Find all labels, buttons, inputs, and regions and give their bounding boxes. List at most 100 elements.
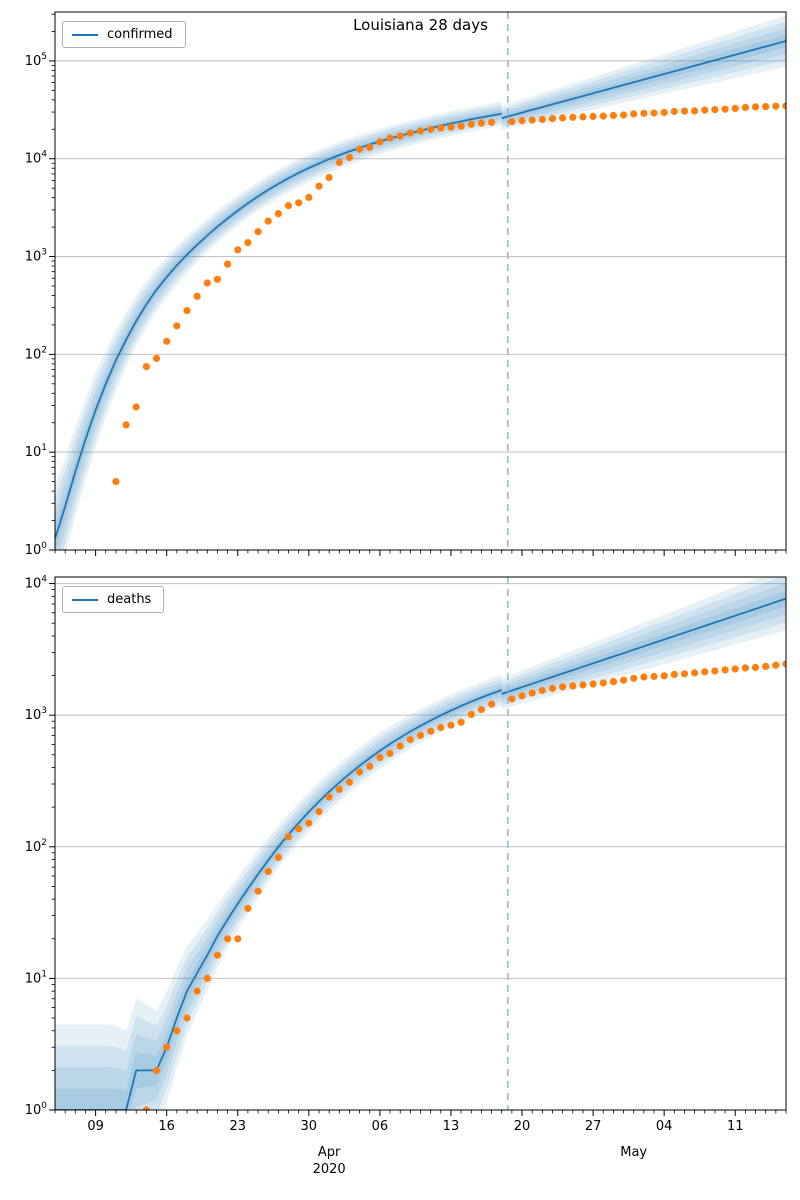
- observed-point: [782, 660, 786, 668]
- observed-point: [477, 706, 485, 714]
- observed-point: [660, 672, 668, 680]
- observed-point: [508, 118, 516, 126]
- x-tick-label: 16: [158, 1119, 175, 1134]
- observed-point: [325, 793, 333, 801]
- legend-confirmed: confirmed: [62, 21, 186, 48]
- observed-point: [538, 115, 546, 123]
- observed-point: [691, 669, 699, 677]
- observed-point: [772, 661, 780, 669]
- observed-point: [741, 664, 750, 672]
- y-tick-label: 100: [25, 1101, 48, 1118]
- observed-point: [701, 668, 709, 676]
- observed-point: [396, 742, 404, 750]
- observed-point: [538, 686, 546, 695]
- observed-point: [518, 692, 526, 700]
- observed-point: [163, 1043, 171, 1051]
- observed-point: [650, 109, 658, 117]
- observed-point: [234, 935, 242, 943]
- observed-point: [772, 102, 780, 110]
- x-tick-label: 13: [443, 1119, 460, 1134]
- observed-point: [650, 672, 658, 681]
- observed-point: [447, 721, 455, 729]
- y-tick-label: 104: [25, 575, 48, 592]
- observed-point: [213, 951, 221, 959]
- confidence-band-forecast: [501, 590, 786, 698]
- observed-point: [741, 103, 750, 111]
- x-tick-label: 09: [87, 1119, 104, 1134]
- observed-point: [386, 749, 394, 758]
- confidence-band-forecast: [501, 577, 786, 706]
- observed-point: [569, 682, 577, 690]
- confidence-band-fit: [55, 101, 502, 550]
- observed-point: [589, 680, 597, 688]
- observed-point: [264, 867, 272, 876]
- observed-point: [680, 107, 689, 115]
- observed-point: [721, 105, 729, 113]
- confidence-band-forecast: [501, 15, 786, 131]
- observed-point: [518, 117, 526, 125]
- observed-point: [366, 762, 374, 770]
- observed-point: [335, 785, 343, 794]
- observed-point: [183, 1014, 191, 1022]
- observed-point: [406, 736, 414, 744]
- observed-point: [315, 808, 323, 816]
- observed-point: [335, 158, 343, 167]
- observed-point: [660, 108, 668, 117]
- observed-point: [569, 113, 577, 121]
- observed-point: [224, 260, 232, 268]
- observed-point: [356, 145, 364, 153]
- x-tick-label: 27: [585, 1119, 602, 1134]
- observed-point: [488, 700, 496, 708]
- observed-point: [670, 107, 678, 116]
- observed-point: [112, 478, 120, 486]
- observed-point: [305, 193, 313, 201]
- observed-point: [782, 102, 786, 110]
- observed-point: [254, 887, 262, 895]
- y-tick-label: 104: [25, 150, 48, 167]
- x-tick-label: 11: [727, 1119, 744, 1134]
- observed-point: [731, 104, 739, 112]
- observed-point: [274, 853, 282, 862]
- observed-point: [477, 119, 485, 127]
- observed-point: [213, 275, 221, 283]
- observed-point: [508, 695, 516, 703]
- observed-point: [284, 202, 293, 210]
- observed-point: [163, 337, 171, 345]
- observed-point: [640, 673, 648, 681]
- observed-point: [274, 210, 282, 218]
- line-swatch: [72, 33, 98, 36]
- confidence-band-fit: [55, 674, 502, 1110]
- confidence-band-fit: [55, 682, 502, 1110]
- x-tick-label: 23: [229, 1119, 246, 1134]
- observed-point: [559, 683, 567, 691]
- observed-point: [234, 246, 242, 254]
- observed-point: [559, 114, 567, 122]
- observed-point: [345, 778, 353, 786]
- observed-point: [366, 143, 374, 152]
- observed-point: [183, 307, 191, 315]
- observed-point: [386, 134, 394, 142]
- observed-point: [609, 678, 618, 686]
- observed-point: [711, 667, 719, 675]
- observed-point: [579, 113, 587, 121]
- line-swatch: [72, 598, 98, 601]
- observed-point: [548, 115, 557, 123]
- observed-point: [295, 199, 303, 207]
- observed-point: [284, 833, 293, 841]
- model-line-fit: [55, 689, 503, 1110]
- y-tick-label: 102: [25, 345, 47, 362]
- legend-label: deaths: [107, 592, 152, 607]
- month-label: May: [620, 1145, 647, 1160]
- y-tick-label: 102: [25, 838, 47, 855]
- observed-point: [315, 182, 323, 190]
- observed-point: [356, 768, 364, 776]
- plot-area-deaths: [55, 577, 786, 1110]
- observed-point: [416, 127, 425, 135]
- plot-area-confirmed: [55, 12, 786, 550]
- observed-point: [599, 112, 607, 120]
- confidence-band-forecast: [501, 28, 786, 125]
- observed-point: [376, 753, 384, 762]
- observed-point: [132, 403, 140, 411]
- observed-point: [406, 129, 414, 137]
